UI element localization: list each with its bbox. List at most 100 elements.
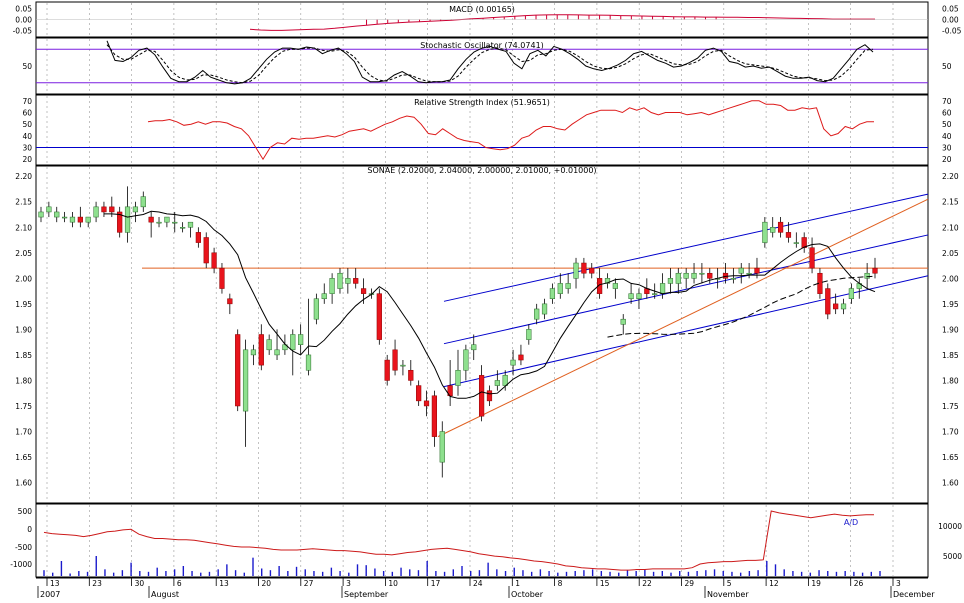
y-tick-label: 0.00 <box>15 16 32 25</box>
x-tick-label: 15 <box>600 579 610 588</box>
candle-body <box>659 283 666 294</box>
candle-body <box>463 349 469 371</box>
macd-line <box>249 14 875 31</box>
month-label: September <box>344 590 389 599</box>
candle-body <box>38 211 44 218</box>
candle-body <box>549 288 556 300</box>
candle-body <box>313 298 319 320</box>
x-tick-label: 20 <box>262 579 272 588</box>
candle-body <box>840 303 847 310</box>
y-tick-label: 40 <box>22 132 32 141</box>
candle-body <box>416 385 422 402</box>
y-tick-label: 60 <box>942 109 952 118</box>
candle-body <box>770 227 776 233</box>
x-tick-label: 29 <box>685 579 695 588</box>
y-tick-label: 2.15 <box>942 198 959 207</box>
price-panel: SONAE (2.02000, 2.04000, 2.00000, 2.0100… <box>15 165 959 504</box>
ad-left-tick: -1000 <box>10 560 32 569</box>
candle-body <box>61 216 68 219</box>
candle-body <box>172 221 178 224</box>
candle-body <box>203 237 209 264</box>
y-tick-label: 2.05 <box>942 249 959 258</box>
candle-body <box>164 216 170 223</box>
x-tick-label: 1 <box>515 579 520 588</box>
rsi-panel: Relative Strength Index (51.9651) 70 70 60… <box>22 94 952 166</box>
x-tick-label: 12 <box>769 579 779 588</box>
rsi-title: Relative Strength Index (51.9651) <box>414 98 550 107</box>
candle-body <box>589 267 595 274</box>
y-tick-label: 2.10 <box>942 223 959 232</box>
y-tick-label: 30 <box>22 144 32 153</box>
candle-body <box>219 267 225 289</box>
candle-body <box>652 293 658 295</box>
candle-body <box>46 206 52 213</box>
candle-body <box>478 375 485 417</box>
panel-frame <box>35 503 929 578</box>
channel-lower-line <box>443 275 929 388</box>
y-tick-label: 2.00 <box>942 274 959 283</box>
candle-body <box>101 206 107 213</box>
y-tick-label: -0.05 <box>942 26 962 35</box>
y-tick-label: 70 <box>942 97 952 106</box>
stochastic-d-line <box>106 44 874 84</box>
candle-body <box>117 211 123 233</box>
candle-body <box>793 242 799 244</box>
candle-body <box>809 247 815 269</box>
candle-body <box>707 272 713 279</box>
y-tick-label: 1.65 <box>942 453 959 462</box>
x-tick-label: 22 <box>642 579 652 588</box>
x-tick-label: 30 <box>135 579 145 588</box>
y-tick-label: 0.05 <box>15 5 32 14</box>
x-tick-label: 3 <box>346 579 351 588</box>
candle-body <box>557 283 563 294</box>
ad-line <box>43 510 874 571</box>
candle-body <box>518 354 524 361</box>
candle-body <box>242 349 249 412</box>
x-tick-label: 5 <box>727 579 732 588</box>
ad-series-label: A/D <box>844 518 858 527</box>
candle-body <box>738 267 744 274</box>
channel-mid-line <box>443 234 929 345</box>
candle-body <box>636 293 642 300</box>
candle-body <box>266 339 272 351</box>
ad-left-tick: -500 <box>15 543 32 552</box>
candle-body <box>69 216 76 223</box>
macd-panel: MACD (0.00165) 0.05 0.050.00 0.00-0.05 -0.0… <box>13 1 962 38</box>
y-tick-label: 50 <box>22 62 32 71</box>
candle-body <box>408 369 414 381</box>
candle-body <box>77 216 83 223</box>
date-axis: 13 23 30 6 13 20 27 3 10 17 24 1 8 15 22 29 5 12 19 26 3 2007… <box>36 577 935 599</box>
candle-body <box>683 272 689 279</box>
candle-body <box>109 206 115 213</box>
candle-body <box>628 293 634 300</box>
candle-body <box>864 272 870 279</box>
candle-body <box>730 278 736 280</box>
candle-body <box>502 375 508 386</box>
candle-body <box>298 334 304 345</box>
y-tick-label: 1.75 <box>15 402 32 411</box>
y-tick-label: 1.70 <box>942 428 959 437</box>
candle-body <box>423 400 430 407</box>
y-tick-label: 2.20 <box>942 172 959 181</box>
candle-body <box>699 272 705 275</box>
y-tick-label: 20 <box>22 155 32 164</box>
panel-frame <box>35 37 929 95</box>
candle-body <box>124 206 131 233</box>
y-tick-label: 50 <box>22 120 32 129</box>
candle-body <box>573 262 579 279</box>
candle-body <box>392 349 398 371</box>
y-tick-label: 1.90 <box>15 325 32 334</box>
candle-body <box>329 278 335 294</box>
candle-body <box>337 272 343 289</box>
candle-body <box>258 334 264 366</box>
y-tick-label: 30 <box>942 144 952 153</box>
candle-body <box>250 349 257 356</box>
moving-average-line <box>103 210 876 399</box>
y-tick-label: -0.05 <box>13 26 33 35</box>
y-tick-label: 1.85 <box>15 351 32 360</box>
y-tick-label: 1.85 <box>942 351 959 360</box>
candle-body <box>825 288 831 315</box>
candle-body <box>581 262 587 274</box>
x-tick-label: 13 <box>219 579 229 588</box>
